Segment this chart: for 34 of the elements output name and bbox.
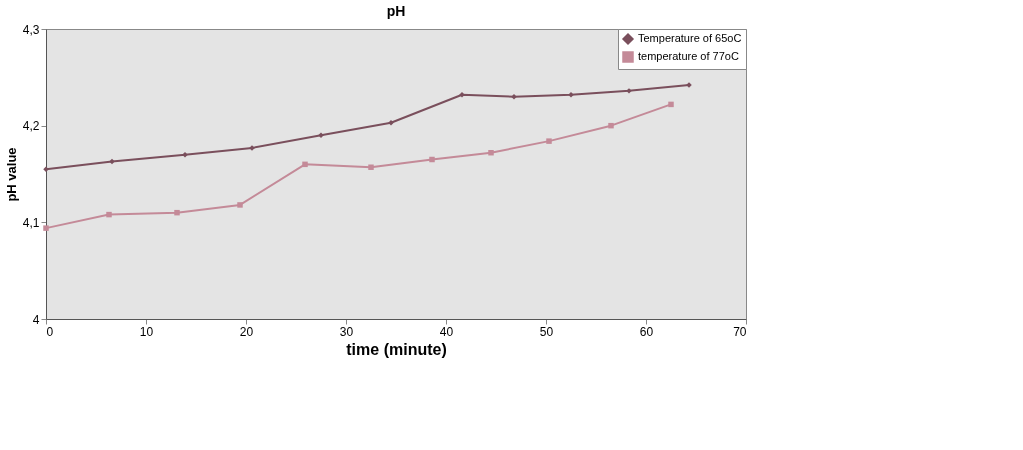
y-tick-label: 4 xyxy=(32,312,40,327)
point xyxy=(546,138,552,144)
x-tick-label: 10 xyxy=(139,324,154,339)
y-axis-title: pH value xyxy=(3,147,19,202)
point xyxy=(368,164,374,170)
x-tick-label: 30 xyxy=(339,324,354,339)
point xyxy=(608,122,614,129)
point xyxy=(668,101,674,108)
point xyxy=(459,91,465,98)
point xyxy=(568,91,574,98)
point xyxy=(109,158,115,165)
x-tick-label: 50 xyxy=(539,324,554,339)
point xyxy=(318,132,324,139)
y-tick-label: 4,2 xyxy=(22,119,40,134)
x-tick-label: 60 xyxy=(639,324,654,339)
x-tick-label: 0 xyxy=(46,324,54,339)
legend-label: temperature of 77oC xyxy=(638,50,739,62)
x-tick-label: 70 xyxy=(733,324,747,339)
point xyxy=(182,151,188,158)
y-tick-label: 4,3 xyxy=(22,22,40,37)
y-tick-label: 4,1 xyxy=(22,215,40,230)
point xyxy=(43,225,49,231)
point xyxy=(106,211,112,218)
chart-title: pH xyxy=(386,3,406,19)
x-tick-label: 40 xyxy=(439,324,454,339)
x-axis-title: time (minute) xyxy=(346,340,447,358)
point xyxy=(488,149,494,156)
point xyxy=(174,209,180,216)
point xyxy=(429,156,435,163)
point xyxy=(302,161,308,168)
x-tick-label: 20 xyxy=(239,324,254,339)
point xyxy=(237,202,243,208)
legend-label: Temperature of 65oC xyxy=(638,32,742,44)
point xyxy=(511,93,517,100)
